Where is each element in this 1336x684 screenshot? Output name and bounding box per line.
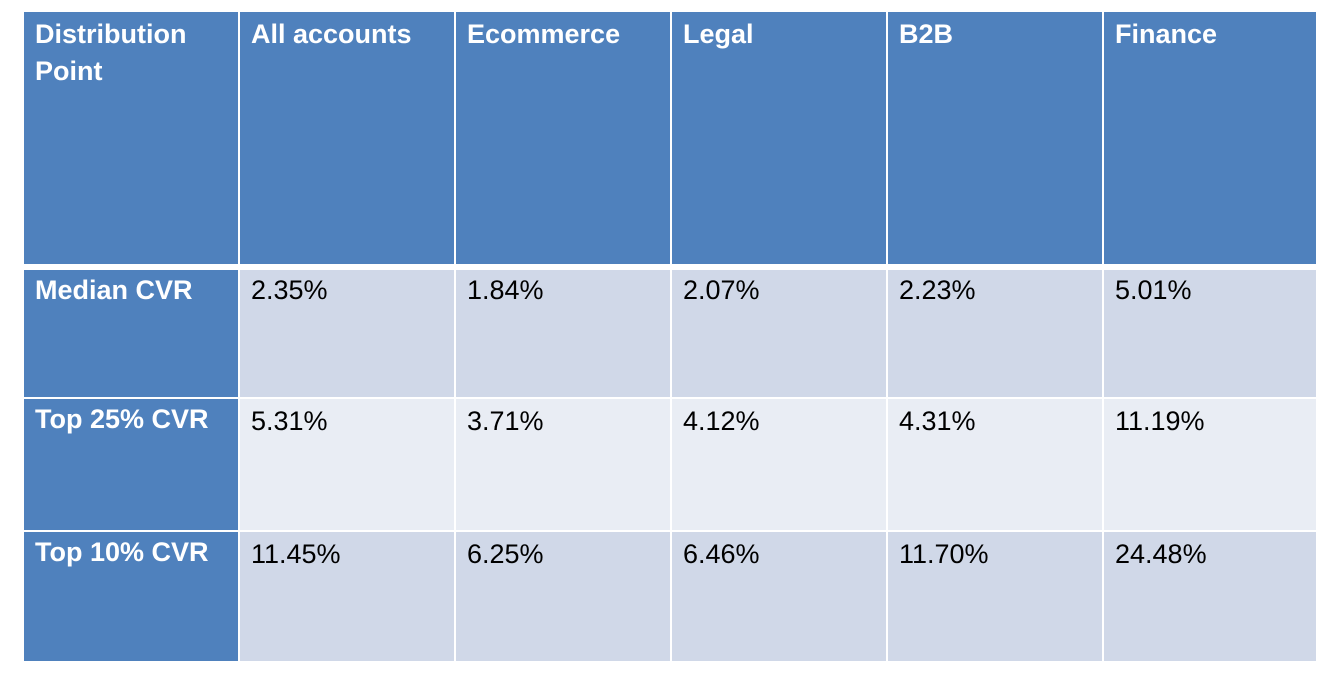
cell-median-finance: 5.01% (1104, 266, 1316, 397)
cell-top25-all-accounts: 5.31% (240, 399, 454, 530)
header-legal: Legal (672, 12, 886, 264)
cell-top25-ecommerce: 3.71% (456, 399, 670, 530)
cell-top25-legal: 4.12% (672, 399, 886, 530)
header-ecommerce: Ecommerce (456, 12, 670, 264)
header-b2b: B2B (888, 12, 1102, 264)
cell-top10-finance: 24.48% (1104, 532, 1316, 661)
cell-top10-b2b: 11.70% (888, 532, 1102, 661)
row-label-top-25-cvr: Top 25% CVR (24, 399, 238, 530)
cell-top10-all-accounts: 11.45% (240, 532, 454, 661)
cell-median-b2b: 2.23% (888, 266, 1102, 397)
cell-median-all-accounts: 2.35% (240, 266, 454, 397)
header-all-accounts: All accounts (240, 12, 454, 264)
cell-top25-b2b: 4.31% (888, 399, 1102, 530)
row-label-median-cvr: Median CVR (24, 266, 238, 397)
cell-median-ecommerce: 1.84% (456, 266, 670, 397)
cell-top10-legal: 6.46% (672, 532, 886, 661)
cell-median-legal: 2.07% (672, 266, 886, 397)
row-label-top-10-cvr: Top 10% CVR (24, 532, 238, 661)
cell-top10-ecommerce: 6.25% (456, 532, 670, 661)
cvr-distribution-table: Distribution Point All accounts Ecommerc… (24, 12, 1316, 665)
cell-top25-finance: 11.19% (1104, 399, 1316, 530)
header-finance: Finance (1104, 12, 1316, 264)
header-distribution-point: Distribution Point (24, 12, 238, 264)
header-distribution-point-label: Distribution Point (35, 19, 187, 86)
